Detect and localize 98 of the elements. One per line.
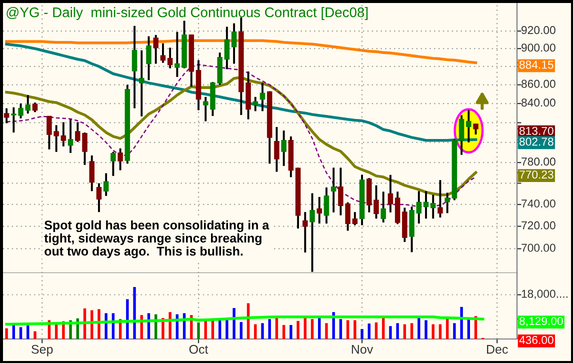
candlestick — [316, 196, 322, 225]
candlestick — [231, 22, 237, 65]
y-tick-label: 720.00 — [522, 221, 556, 230]
y-tick-label: 8,129.00 — [519, 317, 563, 326]
candlestick — [167, 46, 173, 70]
bar — [460, 306, 463, 339]
y-tick-label: 700.00 — [522, 244, 556, 252]
y-tick-label: 813.70 — [519, 126, 554, 135]
candlestick — [118, 147, 123, 172]
candlestick — [416, 190, 422, 225]
y-tick-label: 884.15 — [519, 60, 554, 69]
bar — [98, 309, 100, 339]
candlestick — [352, 211, 358, 226]
candlestick — [224, 26, 230, 70]
candlestick — [89, 154, 94, 192]
bar — [389, 326, 392, 339]
bar — [424, 320, 428, 339]
candlestick — [466, 109, 472, 144]
bar — [346, 320, 350, 339]
x-tick-label: Sep — [32, 344, 53, 356]
bar — [232, 308, 236, 339]
y-tick-label: 920.00 — [522, 26, 556, 34]
candlestick — [374, 184, 379, 220]
y-tick-label: 770.23 — [520, 170, 554, 179]
bar — [290, 324, 292, 339]
candlestick — [110, 150, 116, 177]
candlestick — [324, 186, 330, 225]
bar — [168, 312, 172, 339]
bar — [197, 322, 200, 339]
bar — [296, 320, 300, 339]
bar — [354, 320, 356, 339]
candlestick — [430, 194, 436, 220]
line-series — [5, 42, 478, 142]
candlestick — [68, 118, 74, 154]
candlestick — [153, 34, 158, 65]
candlestick — [103, 172, 109, 197]
candlestick — [380, 190, 386, 224]
bar — [240, 322, 243, 339]
bar — [254, 324, 257, 339]
candlestick — [160, 42, 166, 64]
candlestick — [274, 126, 280, 173]
annotation: Spot gold has been consolidating in a tight, sideways range since breaking out two days ago. This is bullish. — [44, 220, 270, 258]
bar — [339, 319, 342, 339]
y-tick-label: 860.00 — [521, 80, 556, 88]
bar — [133, 287, 136, 339]
y-tick-label: 900.00 — [522, 44, 556, 52]
bar — [310, 319, 314, 339]
candlestick — [310, 192, 315, 273]
x-tick-label: Dec — [487, 345, 508, 354]
bar — [438, 324, 442, 339]
candlestick — [60, 121, 66, 148]
candlestick — [473, 122, 478, 136]
bar — [403, 324, 406, 339]
y-tick-label: 780.00 — [522, 158, 556, 166]
bar — [261, 323, 264, 339]
y-tick-label: 740.00 — [522, 199, 556, 208]
bar — [360, 329, 364, 339]
x-tick-label: Nov — [352, 345, 374, 354]
bar — [282, 324, 286, 339]
bar — [19, 327, 22, 339]
bar — [368, 324, 370, 339]
candlestick — [423, 190, 429, 220]
candlestick — [444, 192, 450, 214]
candlestick — [132, 24, 138, 110]
bar — [268, 319, 271, 339]
candlestick — [202, 96, 208, 122]
candlestick — [330, 166, 336, 214]
candlestick — [281, 130, 286, 167]
candlestick — [260, 82, 266, 112]
candlestick — [438, 179, 443, 218]
bar — [325, 323, 328, 339]
y-tick-label: 840.00 — [521, 98, 556, 107]
y-tick-label: 18,000.... — [522, 290, 568, 300]
candlestick — [139, 49, 144, 118]
bar — [226, 320, 228, 339]
bar — [453, 323, 456, 339]
bar — [396, 323, 399, 339]
chart-title: @YG - Daily mini-sized Gold Continuous Contract [Dec08] — [6, 7, 368, 20]
bar — [126, 299, 129, 339]
candlestick — [252, 96, 258, 112]
candlestick — [146, 35, 152, 82]
candlestick — [458, 114, 464, 156]
bar — [318, 318, 321, 339]
candlestick — [96, 182, 102, 214]
candlestick — [32, 102, 38, 114]
bar — [432, 324, 434, 339]
y-tick-label: 802.78 — [519, 138, 554, 146]
bar — [5, 328, 8, 339]
bar — [410, 323, 414, 339]
bar — [26, 325, 30, 339]
candlestick — [25, 94, 31, 115]
candlestick — [388, 174, 394, 214]
line-series — [5, 315, 484, 326]
candlestick — [302, 211, 308, 254]
x-tick-label: Oct — [189, 344, 208, 354]
bar — [374, 322, 378, 339]
bar — [34, 331, 36, 339]
y-tick-label: 436.00 — [519, 336, 554, 344]
